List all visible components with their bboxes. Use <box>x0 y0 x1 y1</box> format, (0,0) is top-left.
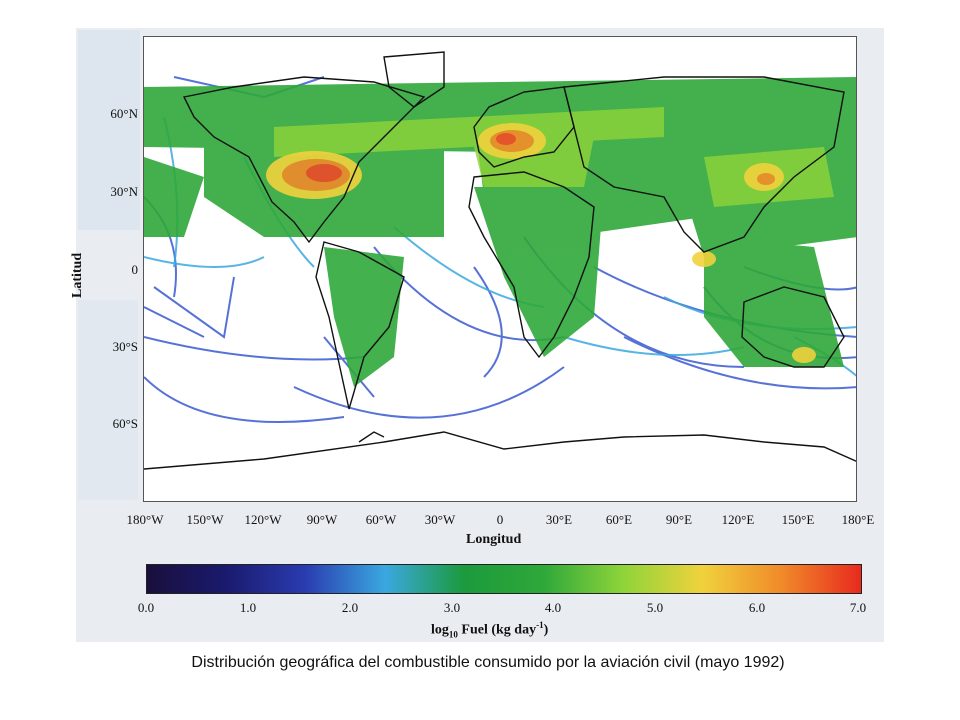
x-tick: 30°W <box>424 512 456 527</box>
colorbar <box>146 564 862 594</box>
x-tick: 90°W <box>306 512 338 527</box>
colorbar-label-mid: Fuel (kg day <box>457 622 537 638</box>
colorbar-tick: 0.0 <box>137 600 155 615</box>
coast-australia <box>741 286 845 368</box>
coast-asia <box>563 76 845 253</box>
colorbar-label: log10 Fuel (kg day-1) <box>431 620 548 639</box>
x-tick: 90°E <box>665 512 693 527</box>
x-axis-label: Longitud <box>466 532 522 547</box>
coast-antarctic-peninsula <box>358 431 385 443</box>
y-tick: 60°N <box>110 106 138 121</box>
coast-greenland <box>383 51 445 108</box>
coast-europe <box>473 86 575 168</box>
fuel-map <box>144 51 856 470</box>
scan-artifact <box>78 300 138 500</box>
x-tick: 120°E <box>721 512 755 527</box>
x-tick: 30°E <box>545 512 573 527</box>
colorbar-label-suffix: ) <box>543 622 549 638</box>
x-tick: 0 <box>496 512 504 527</box>
y-tick: 60°S <box>112 416 138 431</box>
coast-north-america <box>182 76 426 244</box>
coast-africa <box>468 171 595 359</box>
colorbar-tick: 6.0 <box>748 600 766 615</box>
x-tick: 180°E <box>841 512 875 527</box>
colorbar-tick: 2.0 <box>341 600 359 615</box>
x-tick: 60°W <box>365 512 397 527</box>
y-tick: 30°S <box>112 339 138 354</box>
coast-antarctica <box>144 431 856 470</box>
x-tick: 120°W <box>244 512 282 527</box>
colorbar-tick: 5.0 <box>646 600 664 615</box>
colorbar-tick: 7.0 <box>849 600 867 615</box>
y-tick: 30°N <box>110 184 138 199</box>
colorbar-tick: 4.0 <box>544 600 562 615</box>
y-axis-label: Latitud <box>70 252 85 298</box>
colorbar-label-prefix: log <box>431 622 449 638</box>
x-tick: 150°E <box>781 512 815 527</box>
y-tick: 0 <box>131 262 139 277</box>
colorbar-label-sub: 10 <box>448 629 458 640</box>
colorbar-tick: 3.0 <box>443 600 461 615</box>
x-tick: 60°E <box>605 512 633 527</box>
x-tick: 150°W <box>186 512 224 527</box>
colorbar-label-sup: -1 <box>536 620 544 630</box>
colorbar-tick: 1.0 <box>239 600 257 615</box>
figure-caption: Distribución geográfica del combustible … <box>191 654 785 671</box>
high-traffic-areas <box>266 123 816 363</box>
x-tick: 180°W <box>126 512 164 527</box>
scan-artifact <box>78 30 140 230</box>
coastlines <box>144 51 856 470</box>
map-plot-area <box>143 36 857 502</box>
coast-south-america <box>315 241 405 410</box>
